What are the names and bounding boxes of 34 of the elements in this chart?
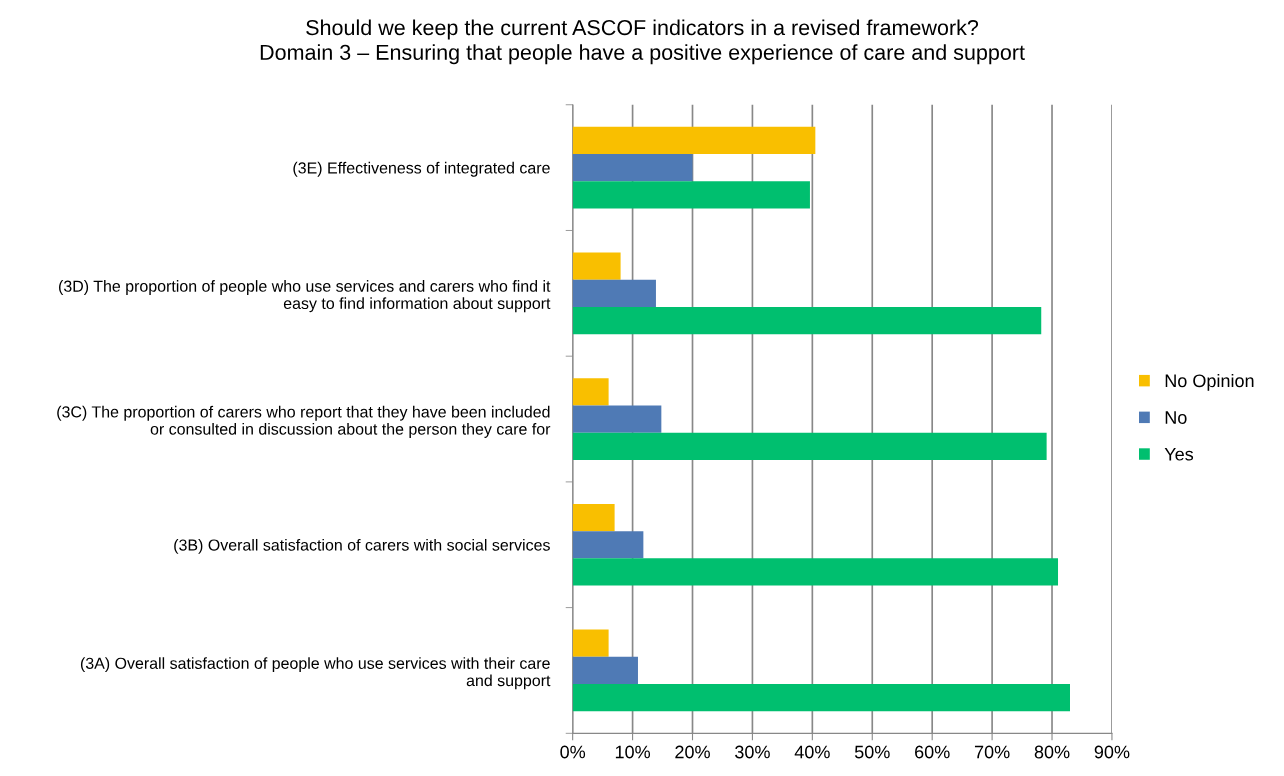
y-tick-label: (3E) Effectiveness of integrated care — [293, 161, 550, 177]
bar — [572, 181, 810, 209]
x-tick-label: 50% — [854, 745, 890, 759]
x-tick-label: 20% — [675, 745, 710, 759]
legend-label: No Opinion — [1165, 373, 1254, 391]
x-tick-label: 60% — [915, 745, 950, 759]
x-tick-label: 30% — [735, 745, 770, 759]
y-tick-label: (3C) The proportion of carers who report that they have been included or consulted in discussion about the person they care for — [57, 405, 551, 438]
y-tick-label: (3A) Overall satisfaction of people who use services with their care and support — [80, 657, 551, 690]
x-tick-label: 70% — [974, 745, 1010, 759]
x-tick-label: 10% — [615, 745, 651, 759]
bar — [572, 558, 1059, 586]
bar — [572, 378, 609, 406]
bar — [572, 531, 644, 559]
bar — [572, 126, 816, 154]
legend-label: No — [1165, 411, 1187, 424]
bar — [572, 629, 609, 657]
bar — [572, 503, 615, 532]
chart-title: Should we keep the current ASCOF indicators in a revised framework? Domain 3 – Ensuring that people have a positive experience of care and support — [260, 19, 1025, 65]
bar — [572, 432, 1047, 460]
bar — [572, 684, 1070, 712]
y-tick-label: (3D) The proportion of people who use services and carers who find it easy to find information about support — [59, 280, 551, 313]
x-tick-label: 90% — [1094, 745, 1130, 759]
bar — [572, 154, 693, 182]
x-tick-label: 80% — [1034, 745, 1070, 759]
bar — [572, 252, 621, 280]
bar — [572, 306, 1042, 335]
x-tick-label: 0% — [560, 745, 586, 759]
x-tick-label: 40% — [794, 745, 830, 759]
bar — [572, 656, 638, 685]
legend-label: Yes — [1164, 447, 1194, 461]
bar — [572, 405, 662, 433]
y-tick-label: (3B) Overall satisfaction of carers with social services — [174, 538, 550, 554]
bar — [572, 279, 656, 307]
